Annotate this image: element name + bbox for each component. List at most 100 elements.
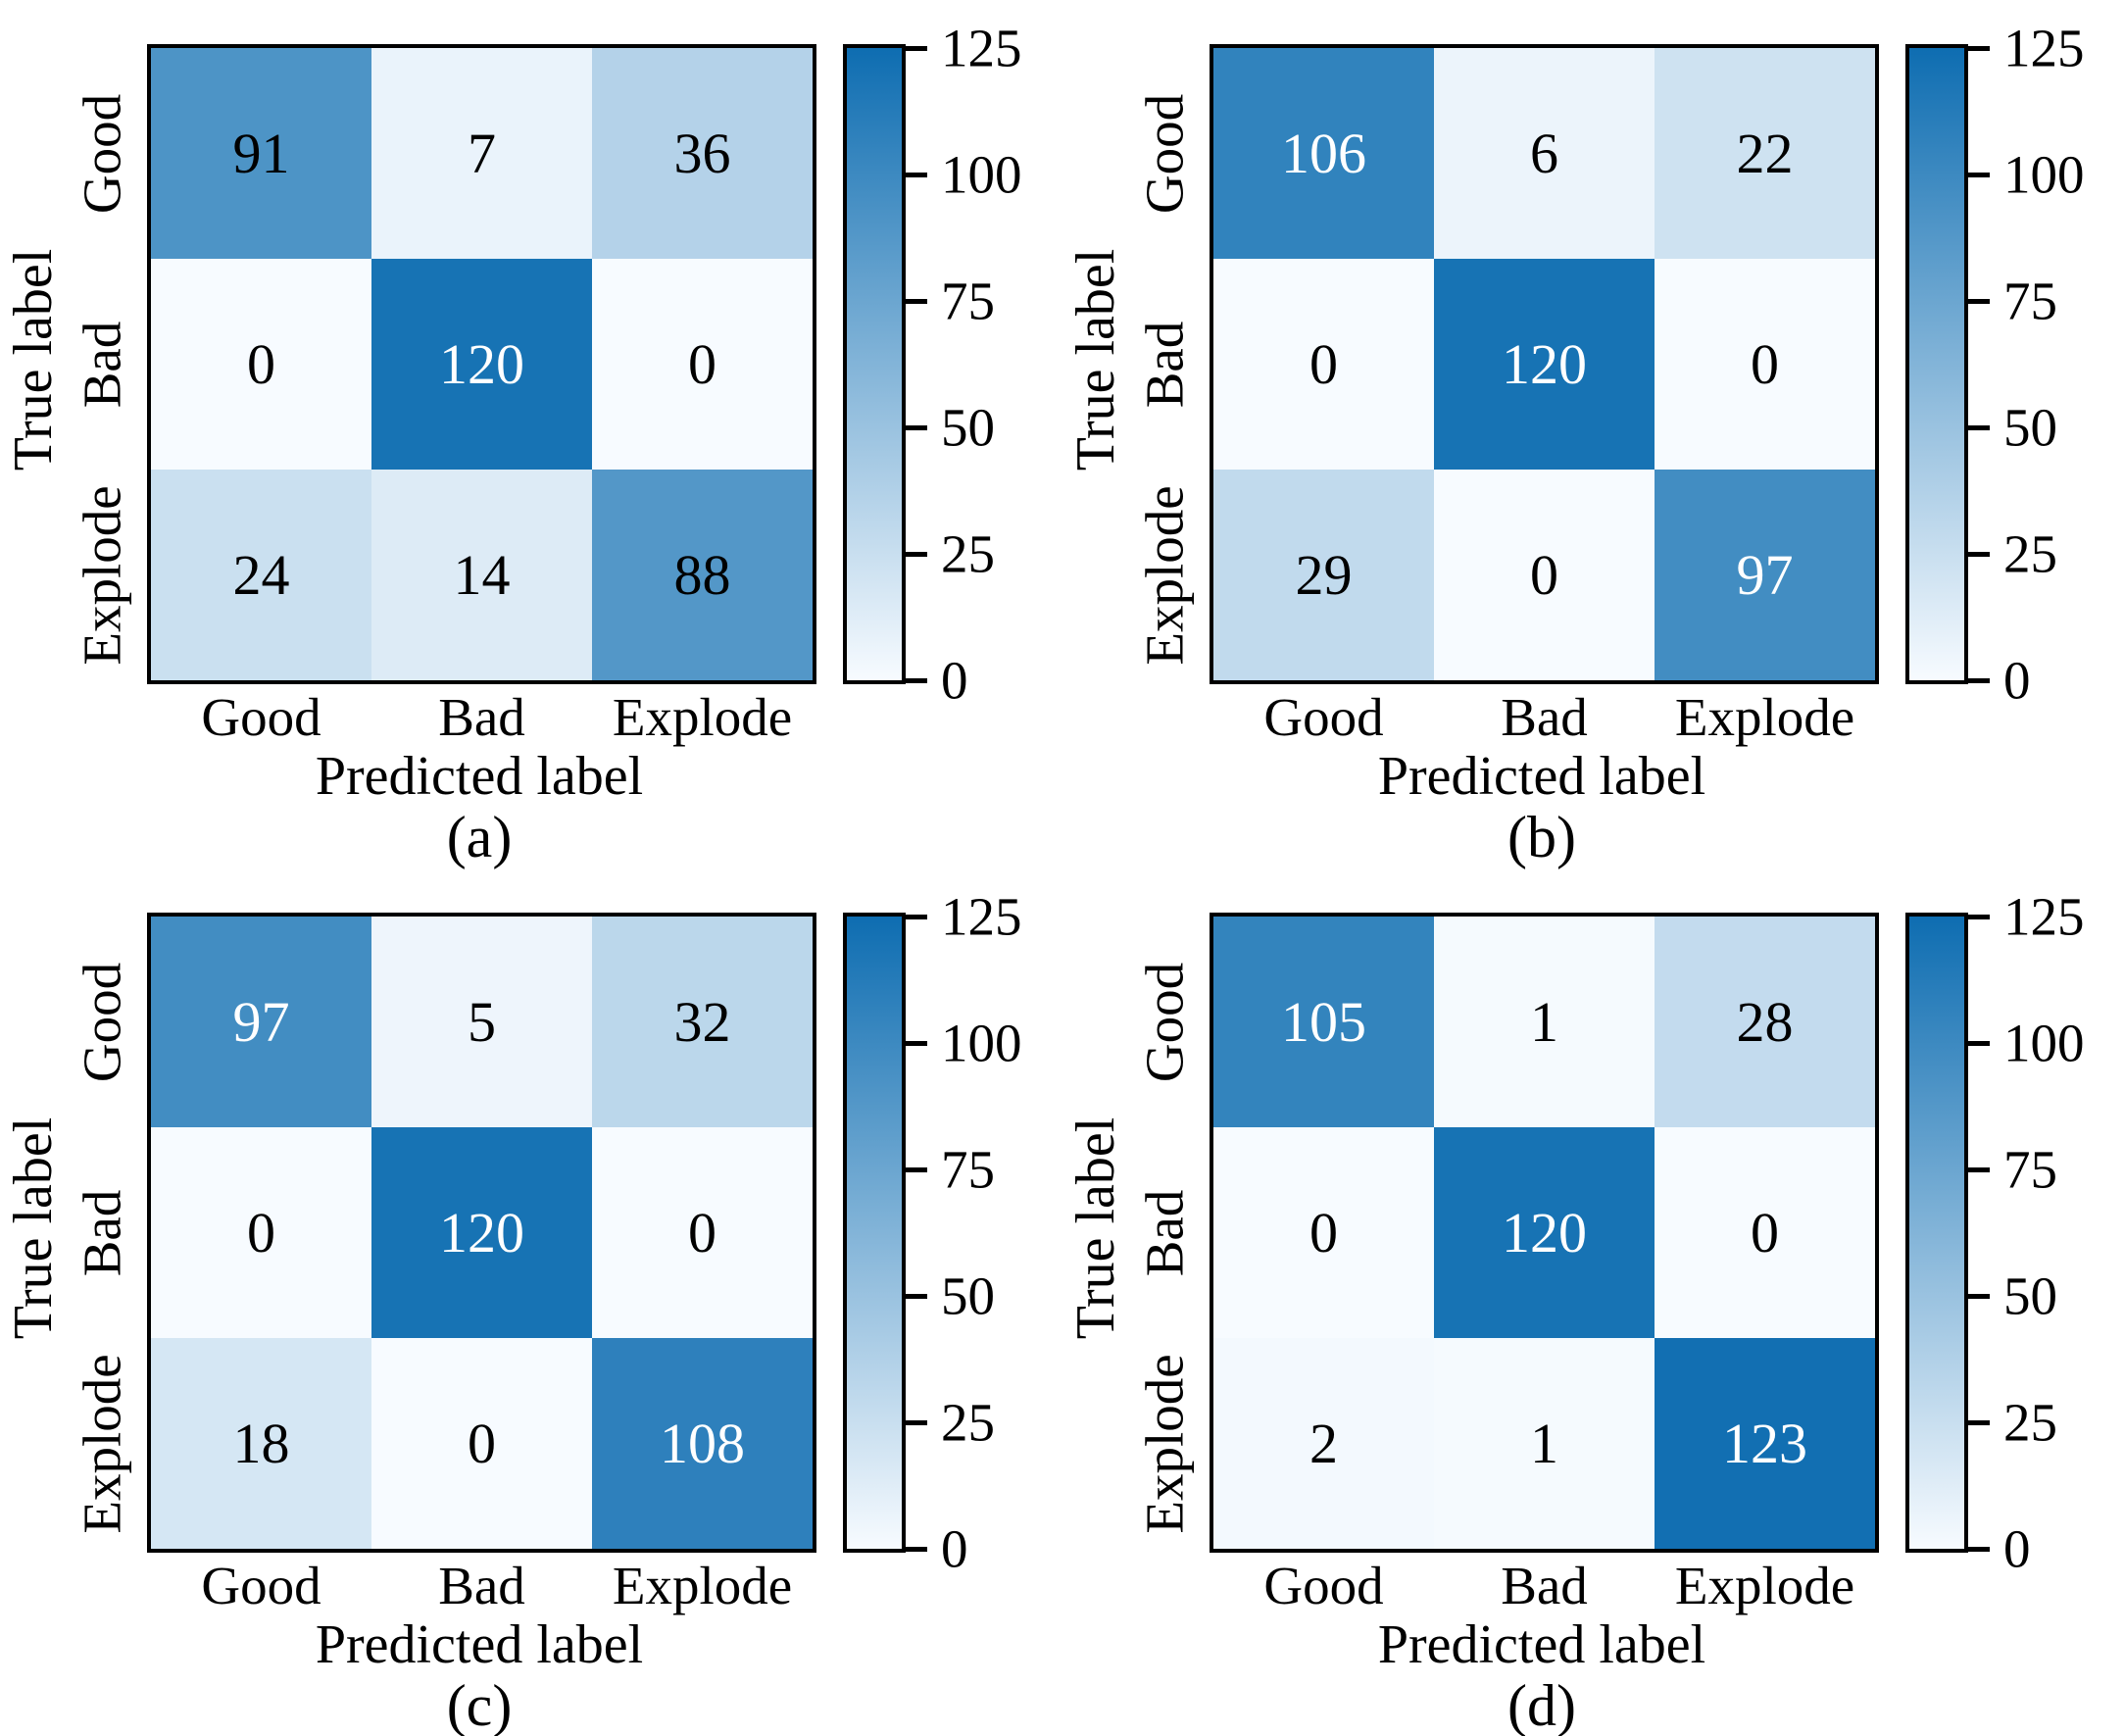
colorbar-tick-mark bbox=[902, 914, 927, 919]
x-tick-label: Explode bbox=[1674, 687, 1855, 747]
heatmap-cell: 0 bbox=[1655, 1127, 1875, 1338]
x-tick-label: Bad bbox=[438, 1556, 525, 1615]
heatmap-grid: 97 5 32 0 120 0 18 0 108 bbox=[147, 913, 816, 1553]
heatmap-cell: 105 bbox=[1213, 917, 1434, 1127]
colorbar-tick-label: 50 bbox=[2003, 397, 2057, 458]
x-axis-label: Predicted label bbox=[315, 1614, 644, 1675]
colorbar-tick-mark bbox=[902, 1166, 927, 1172]
heatmap-cell: 91 bbox=[151, 48, 371, 259]
heatmap-cell: 28 bbox=[1655, 917, 1875, 1127]
heatmap-cell: 0 bbox=[371, 1338, 592, 1549]
subplot-caption: (b) bbox=[1507, 805, 1576, 869]
x-tick-label: Good bbox=[201, 687, 321, 747]
heatmap-cell: 6 bbox=[1434, 48, 1655, 259]
x-tick-label: Bad bbox=[1501, 687, 1588, 747]
colorbar-tick-label: 75 bbox=[2003, 271, 2057, 331]
colorbar-tick-label: 25 bbox=[2003, 1392, 2057, 1453]
x-tick-label: Explode bbox=[612, 1556, 793, 1615]
x-axis-label: Predicted label bbox=[1377, 746, 1706, 807]
heatmap-cell: 18 bbox=[151, 1338, 371, 1549]
subplot-c: True label 97 5 32 0 120 0 18 0 108 Predicted la… bbox=[0, 868, 1062, 1736]
heatmap-cell: 120 bbox=[371, 1127, 592, 1338]
colorbar-tick-mark bbox=[1964, 1040, 1990, 1046]
colorbar-tick-mark bbox=[1964, 1293, 1990, 1299]
colorbar-tick-mark bbox=[902, 45, 927, 51]
colorbar-tick-mark bbox=[902, 551, 927, 557]
y-tick-label: Bad bbox=[1134, 321, 1195, 408]
colorbar-tick-mark bbox=[1964, 677, 1990, 683]
heatmap-cell: 5 bbox=[371, 917, 592, 1127]
heatmap-cell: 0 bbox=[592, 259, 813, 470]
heatmap-cell: 0 bbox=[1213, 1127, 1434, 1338]
subplot-caption: (d) bbox=[1507, 1673, 1576, 1736]
colorbar-tick-mark bbox=[1964, 298, 1990, 304]
heatmap-cell: 14 bbox=[371, 470, 592, 680]
x-tick-label: Bad bbox=[438, 687, 525, 747]
colorbar-tick-label: 125 bbox=[2003, 18, 2085, 78]
colorbar-tick-mark bbox=[1964, 45, 1990, 51]
heatmap-cell: 120 bbox=[1434, 1127, 1655, 1338]
x-tick-label: Explode bbox=[612, 687, 793, 747]
colorbar-tick-mark bbox=[902, 172, 927, 177]
colorbar-tick-label: 0 bbox=[941, 1518, 968, 1579]
heatmap-cell: 108 bbox=[592, 1338, 813, 1549]
colorbar-tick-label: 75 bbox=[941, 1139, 995, 1200]
colorbar-tick-label: 25 bbox=[941, 1392, 995, 1453]
colorbar-tick-label: 100 bbox=[941, 144, 1022, 205]
x-tick-label: Good bbox=[1263, 1556, 1384, 1615]
y-tick-label: Explode bbox=[72, 484, 132, 666]
heatmap-grid: 105 1 28 0 120 0 2 1 123 bbox=[1210, 913, 1879, 1553]
x-tick-label: Explode bbox=[1674, 1556, 1855, 1615]
colorbar-tick-label: 25 bbox=[941, 523, 995, 584]
heatmap-cell: 22 bbox=[1655, 48, 1875, 259]
colorbar bbox=[1905, 913, 1968, 1553]
colorbar-tick-label: 100 bbox=[2003, 144, 2085, 205]
colorbar-tick-mark bbox=[902, 1546, 927, 1552]
heatmap-grid: 91 7 36 0 120 0 24 14 88 bbox=[147, 44, 816, 684]
heatmap-cell: 0 bbox=[1434, 470, 1655, 680]
colorbar-tick-mark bbox=[902, 1419, 927, 1425]
colorbar-tick-label: 50 bbox=[941, 397, 995, 458]
colorbar-tick-label: 0 bbox=[941, 650, 968, 711]
y-axis-label: True label bbox=[1065, 248, 1126, 471]
colorbar-tick-label: 100 bbox=[2003, 1013, 2085, 1073]
colorbar-tick-mark bbox=[1964, 551, 1990, 557]
y-tick-label: Bad bbox=[72, 1189, 132, 1276]
heatmap-cell: 2 bbox=[1213, 1338, 1434, 1549]
heatmap-cell: 24 bbox=[151, 470, 371, 680]
colorbar-tick-mark bbox=[1964, 1166, 1990, 1172]
subplot-a: True label 91 7 36 0 120 0 24 14 88 Predicted la… bbox=[0, 0, 1062, 870]
colorbar-tick-label: 125 bbox=[941, 886, 1022, 947]
subplot-d: True label 105 1 28 0 120 0 2 1 123 Predicted la… bbox=[1062, 868, 2124, 1736]
heatmap-cell: 1 bbox=[1434, 1338, 1655, 1549]
heatmap-cell: 0 bbox=[1655, 259, 1875, 470]
colorbar-tick-label: 50 bbox=[2003, 1265, 2057, 1326]
colorbar-tick-label: 100 bbox=[941, 1013, 1022, 1073]
x-axis-label: Predicted label bbox=[315, 746, 644, 807]
x-tick-label: Good bbox=[201, 1556, 321, 1615]
heatmap-cell: 106 bbox=[1213, 48, 1434, 259]
colorbar bbox=[843, 44, 906, 684]
colorbar-tick-mark bbox=[1964, 914, 1990, 919]
colorbar-tick-label: 50 bbox=[941, 1265, 995, 1326]
y-tick-label: Good bbox=[72, 962, 132, 1082]
x-tick-label: Bad bbox=[1501, 1556, 1588, 1615]
colorbar-tick-mark bbox=[902, 424, 927, 430]
colorbar-tick-mark bbox=[1964, 424, 1990, 430]
y-tick-label: Explode bbox=[1134, 1353, 1195, 1534]
heatmap-cell: 1 bbox=[1434, 917, 1655, 1127]
y-axis-label: True label bbox=[3, 1116, 64, 1340]
y-axis-label: True label bbox=[1065, 1116, 1126, 1340]
heatmap-cell: 88 bbox=[592, 470, 813, 680]
x-tick-label: Good bbox=[1263, 687, 1384, 747]
colorbar-tick-mark bbox=[902, 1293, 927, 1299]
colorbar-tick-mark bbox=[902, 298, 927, 304]
heatmap-cell: 120 bbox=[371, 259, 592, 470]
heatmap-cell: 0 bbox=[592, 1127, 813, 1338]
colorbar-tick-mark bbox=[902, 677, 927, 683]
y-tick-label: Explode bbox=[1134, 484, 1195, 666]
colorbar-tick-mark bbox=[1964, 172, 1990, 177]
y-axis-label: True label bbox=[3, 248, 64, 471]
colorbar-tick-mark bbox=[1964, 1546, 1990, 1552]
heatmap-cell: 29 bbox=[1213, 470, 1434, 680]
